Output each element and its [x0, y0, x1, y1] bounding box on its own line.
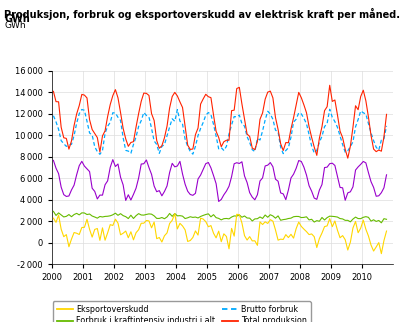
Text: GWh: GWh [4, 14, 30, 24]
Legend: Eksportoverskudd, Forbruk i kraftintensiv industri i alt, Forbruk i alminnelig f: Eksportoverskudd, Forbruk i kraftintensi… [53, 301, 311, 322]
Text: GWh: GWh [4, 21, 26, 30]
Text: Produksjon, forbruk og eksportoverskudd av elektrisk kraft per måned.: Produksjon, forbruk og eksportoverskudd … [4, 8, 400, 20]
